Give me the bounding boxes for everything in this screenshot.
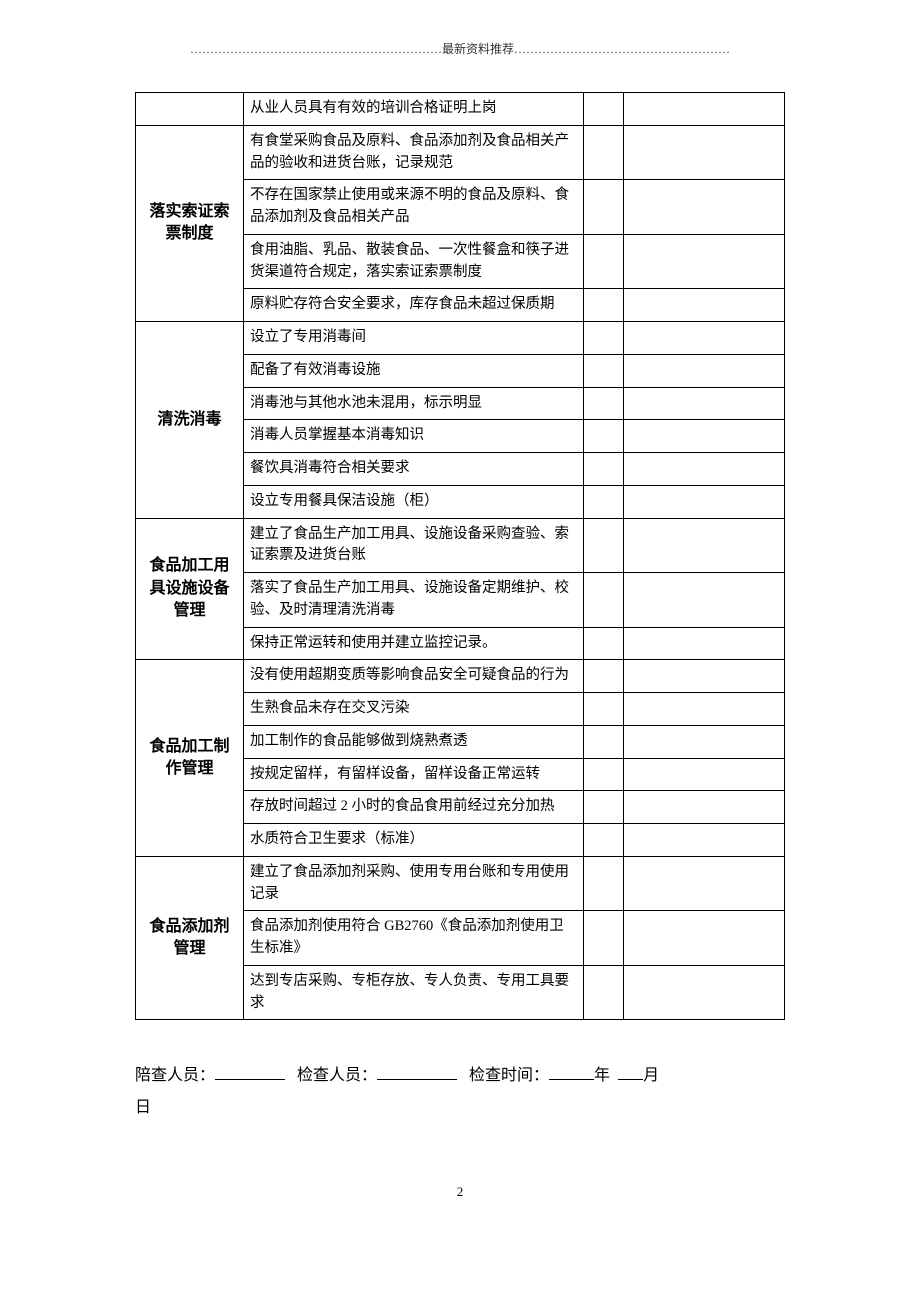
- category-cell: 清洗消毒: [136, 322, 244, 519]
- check-cell-1: [584, 420, 624, 453]
- page-number: 2: [0, 1184, 920, 1200]
- check-cell-1: [584, 485, 624, 518]
- check-cell-2: [624, 856, 785, 911]
- check-cell-1: [584, 518, 624, 573]
- check-cell-2: [624, 453, 785, 486]
- item-cell: 从业人员具有有效的培训合格证明上岗: [244, 93, 584, 126]
- item-cell: 餐饮具消毒符合相关要求: [244, 453, 584, 486]
- check-cell-1: [584, 322, 624, 355]
- check-cell-2: [624, 420, 785, 453]
- escort-blank: [215, 1064, 285, 1080]
- item-cell: 配备了有效消毒设施: [244, 354, 584, 387]
- item-cell: 设立专用餐具保洁设施（柜）: [244, 485, 584, 518]
- check-cell-1: [584, 965, 624, 1020]
- header-decoration: ………………………………………………………最新资料推荐……………………………………: [0, 40, 920, 57]
- escort-label: 陪查人员：: [135, 1067, 215, 1084]
- inspector-label: 检查人员：: [297, 1067, 377, 1084]
- inspector-blank: [377, 1064, 457, 1080]
- main-content: 从业人员具有有效的培训合格证明上岗落实索证索票制度有食堂采购食品及原料、食品添加…: [0, 92, 920, 1124]
- item-cell: 食用油脂、乳品、散装食品、一次性餐盒和筷子进货渠道符合规定，落实索证索票制度: [244, 234, 584, 289]
- check-cell-1: [584, 856, 624, 911]
- item-cell: 保持正常运转和使用并建立监控记录。: [244, 627, 584, 660]
- item-cell: 设立了专用消毒间: [244, 322, 584, 355]
- check-cell-1: [584, 791, 624, 824]
- item-cell: 达到专店采购、专柜存放、专人负责、专用工具要求: [244, 965, 584, 1020]
- check-cell-1: [584, 180, 624, 235]
- check-cell-2: [624, 93, 785, 126]
- check-cell-2: [624, 693, 785, 726]
- category-cell-continued: [136, 93, 244, 126]
- check-cell-2: [624, 824, 785, 857]
- item-cell: 有食堂采购食品及原料、食品添加剂及食品相关产品的验收和进货台账，记录规范: [244, 125, 584, 180]
- check-cell-2: [624, 322, 785, 355]
- category-cell: 落实索证索票制度: [136, 125, 244, 321]
- item-cell: 建立了食品生产加工用具、设施设备采购查验、索证索票及进货台账: [244, 518, 584, 573]
- item-cell: 落实了食品生产加工用具、设施设备定期维护、校验、及时清理清洗消毒: [244, 573, 584, 628]
- check-cell-1: [584, 289, 624, 322]
- check-cell-1: [584, 93, 624, 126]
- check-cell-1: [584, 354, 624, 387]
- check-cell-2: [624, 791, 785, 824]
- check-cell-1: [584, 387, 624, 420]
- check-cell-1: [584, 725, 624, 758]
- month-blank: [618, 1064, 643, 1080]
- item-cell: 食品添加剂使用符合 GB2760《食品添加剂使用卫生标准》: [244, 911, 584, 966]
- check-cell-1: [584, 758, 624, 791]
- check-cell-2: [624, 289, 785, 322]
- check-cell-2: [624, 758, 785, 791]
- check-cell-2: [624, 485, 785, 518]
- check-cell-1: [584, 824, 624, 857]
- item-cell: 没有使用超期变质等影响食品安全可疑食品的行为: [244, 660, 584, 693]
- item-cell: 水质符合卫生要求（标准）: [244, 824, 584, 857]
- item-cell: 生熟食品未存在交叉污染: [244, 693, 584, 726]
- check-cell-2: [624, 387, 785, 420]
- inspection-table: 从业人员具有有效的培训合格证明上岗落实索证索票制度有食堂采购食品及原料、食品添加…: [135, 92, 785, 1020]
- category-cell: 食品加工制作管理: [136, 660, 244, 857]
- check-cell-2: [624, 234, 785, 289]
- year-label: 年: [594, 1067, 610, 1084]
- check-cell-1: [584, 453, 624, 486]
- item-cell: 不存在国家禁止使用或来源不明的食品及原料、食品添加剂及食品相关产品: [244, 180, 584, 235]
- year-blank: [549, 1064, 594, 1080]
- check-cell-2: [624, 965, 785, 1020]
- check-cell-2: [624, 354, 785, 387]
- category-cell: 食品加工用具设施设备管理: [136, 518, 244, 660]
- item-cell: 消毒池与其他水池未混用，标示明显: [244, 387, 584, 420]
- check-cell-1: [584, 573, 624, 628]
- category-cell: 食品添加剂管理: [136, 856, 244, 1020]
- check-cell-2: [624, 660, 785, 693]
- check-cell-1: [584, 125, 624, 180]
- check-cell-1: [584, 911, 624, 966]
- item-cell: 存放时间超过 2 小时的食品食用前经过充分加热: [244, 791, 584, 824]
- month-label: 月: [643, 1067, 659, 1084]
- check-cell-2: [624, 180, 785, 235]
- item-cell: 按规定留样，有留样设备，留样设备正常运转: [244, 758, 584, 791]
- check-cell-2: [624, 627, 785, 660]
- check-cell-2: [624, 725, 785, 758]
- item-cell: 加工制作的食品能够做到烧熟煮透: [244, 725, 584, 758]
- signature-line: 陪查人员： 检查人员： 检查时间： 年 月 日: [135, 1060, 785, 1124]
- time-label: 检查时间：: [469, 1067, 549, 1084]
- check-cell-1: [584, 660, 624, 693]
- check-cell-1: [584, 627, 624, 660]
- check-cell-2: [624, 125, 785, 180]
- check-cell-1: [584, 234, 624, 289]
- item-cell: 原料贮存符合安全要求，库存食品未超过保质期: [244, 289, 584, 322]
- item-cell: 消毒人员掌握基本消毒知识: [244, 420, 584, 453]
- check-cell-1: [584, 693, 624, 726]
- day-label: 日: [135, 1099, 151, 1116]
- check-cell-2: [624, 518, 785, 573]
- check-cell-2: [624, 573, 785, 628]
- item-cell: 建立了食品添加剂采购、使用专用台账和专用使用记录: [244, 856, 584, 911]
- check-cell-2: [624, 911, 785, 966]
